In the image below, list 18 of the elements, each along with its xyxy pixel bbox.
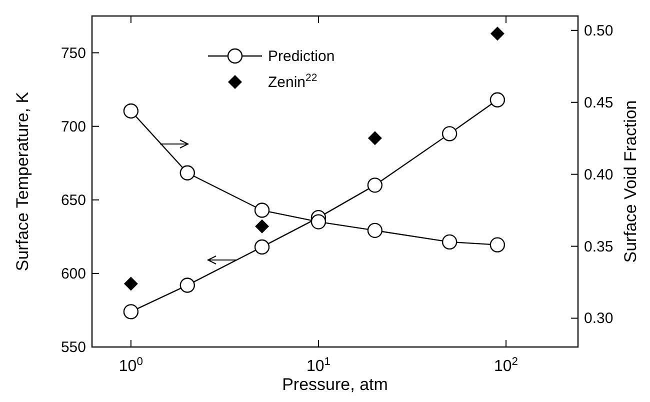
y-axis-title: Surface Temperature, K	[13, 91, 32, 272]
legend-label: Prediction	[268, 48, 335, 65]
x-tick-label: 10$^{2}$	[494, 356, 518, 375]
y-tick-label: 750	[60, 44, 86, 62]
y-tick-label: 600	[60, 265, 86, 282]
y-tick-label: 650	[60, 192, 86, 209]
x-tick-label: 10$^{1}$	[306, 356, 330, 375]
x-tick-label: 10$^{0}$	[118, 356, 143, 375]
y-tick-label: 700	[60, 118, 86, 136]
y2-tick-label: 0.50	[584, 22, 614, 40]
y2-tick-label: 0.40	[584, 166, 614, 184]
legend-label: Zenin$^{22}$	[268, 72, 318, 91]
y2-tick-label: 0.35	[584, 238, 614, 256]
y2-tick-label: 0.45	[584, 94, 614, 112]
y2-axis-title: Surface Void Fraction	[621, 100, 640, 263]
y-tick-label: 550	[60, 339, 86, 356]
y2-tick-label: 0.30	[584, 310, 614, 328]
x-axis-title: Pressure, atm	[282, 375, 388, 394]
